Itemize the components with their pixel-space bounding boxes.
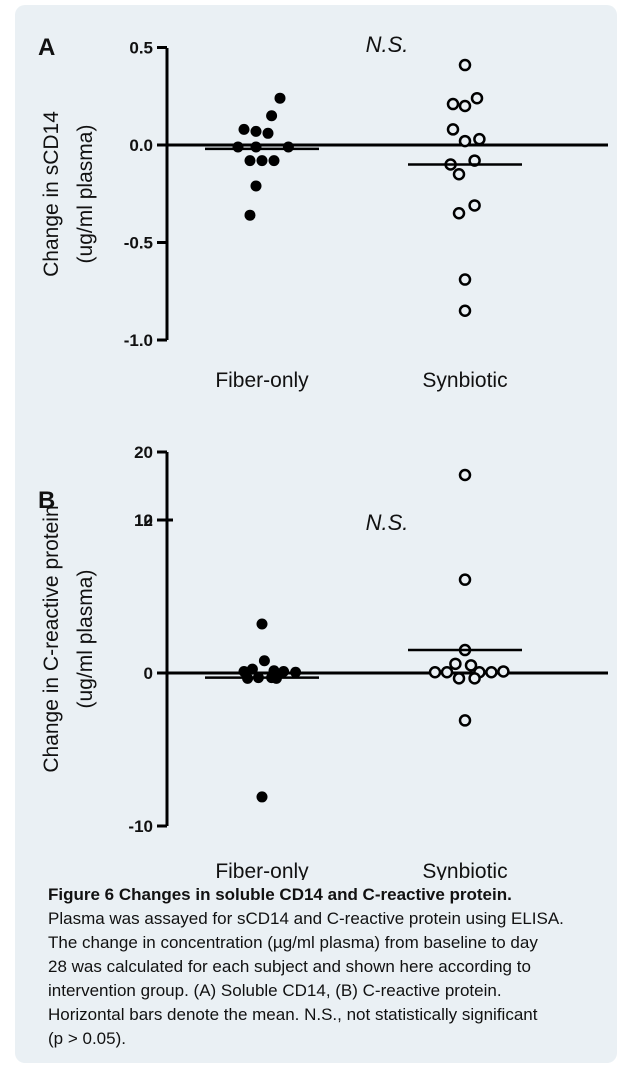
y-axis-label-units: (ug/ml plasma) [74, 570, 97, 709]
y-tick-label: -0.5 [124, 234, 153, 253]
data-point-synbiotic [428, 665, 442, 679]
y-axis-label-units: (ug/ml plasma) [74, 125, 97, 264]
x-category-label: Synbiotic [422, 369, 507, 392]
data-point-fiber-only [232, 141, 244, 153]
x-category-label: Synbiotic [422, 860, 507, 880]
data-point-synbiotic [458, 58, 472, 72]
data-point-synbiotic [458, 468, 472, 482]
panel-a: A N.S. Change in sCD14 (ug/ml plasma) 0.5 0.0… [38, 32, 608, 392]
data-point-synbiotic [497, 665, 510, 678]
data-point-fiber-only [256, 791, 268, 803]
panel-b: B N.S. Change in C-reactive protein (ug/ml … [38, 443, 608, 880]
data-point-fiber-only [246, 663, 258, 675]
figure-charts: A N.S. Change in sCD14 (ug/ml plasma) 0.5 0.0… [38, 32, 608, 880]
data-point-fiber-only [250, 125, 262, 137]
y-tick-label: -10 [128, 817, 153, 836]
data-point-fiber-only [256, 155, 268, 167]
data-point-synbiotic [468, 672, 481, 685]
panel-letter-b: B [38, 487, 55, 514]
significance-annotation: N.S. [366, 510, 409, 535]
x-category-label: Fiber-only [215, 860, 309, 880]
caption-line-5: Horizontal bars denote the mean. N.S., n… [48, 1005, 538, 1024]
caption-line-3: 28 was calculated for each subject and s… [48, 957, 531, 976]
y-axis-label: Change in sCD14 [40, 111, 63, 277]
data-point-synbiotic [458, 573, 472, 586]
data-point-synbiotic [458, 304, 472, 317]
y-axis-label: Change in C-reactive protein [40, 505, 63, 772]
data-point-fiber-only [258, 655, 270, 667]
data-point-fiber-only [256, 618, 268, 630]
data-point-fiber-only [244, 155, 256, 167]
data-point-synbiotic [458, 99, 472, 113]
panel-letter-a: A [38, 34, 55, 61]
figure-caption: Figure 6 Changes in soluble CD14 and C-r… [48, 883, 608, 1051]
data-point-fiber-only [278, 665, 290, 677]
data-point-fiber-only [290, 666, 302, 678]
data-point-fiber-only [274, 92, 286, 104]
data-point-synbiotic [468, 199, 481, 212]
data-point-synbiotic [458, 714, 472, 727]
caption-title: Figure 6 Changes in soluble CD14 and C-r… [48, 885, 512, 904]
data-point-fiber-only [250, 141, 262, 153]
data-point-synbiotic [446, 97, 460, 111]
y-tick-label: -1.0 [124, 331, 153, 350]
y-tick-label: 12 [134, 511, 153, 530]
caption-line-2: The change in concentration (µg/ml plasm… [48, 933, 538, 952]
data-point-fiber-only [250, 180, 262, 192]
significance-annotation: N.S. [366, 32, 409, 57]
data-point-fiber-only [266, 110, 278, 122]
data-point-synbiotic [470, 91, 484, 105]
data-point-synbiotic [458, 134, 472, 148]
data-point-synbiotic [473, 132, 486, 146]
data-point-synbiotic [452, 207, 466, 220]
y-tick-label: 10 [134, 511, 153, 530]
y-tick-label: 0.0 [129, 136, 153, 155]
data-point-synbiotic [446, 123, 460, 136]
data-point-synbiotic [464, 659, 478, 672]
data-point-fiber-only [282, 141, 294, 153]
data-point-fiber-only [262, 127, 274, 139]
data-point-synbiotic [440, 665, 454, 679]
data-point-synbiotic [452, 168, 466, 181]
data-point-synbiotic [458, 273, 472, 286]
data-point-synbiotic [452, 672, 466, 685]
caption-line-1: Plasma was assayed for sCD14 and C-react… [48, 909, 564, 928]
y-tick-label: 0.5 [129, 39, 153, 58]
y-tick-label: 0 [144, 664, 153, 683]
caption-line-6: (p > 0.05). [48, 1029, 126, 1048]
x-category-label: Fiber-only [215, 369, 309, 392]
data-point-fiber-only [244, 209, 256, 221]
data-point-synbiotic [449, 657, 462, 671]
data-point-fiber-only [238, 123, 250, 135]
data-point-fiber-only [268, 155, 280, 167]
y-tick-label: 20 [134, 443, 153, 462]
data-point-synbiotic [485, 665, 498, 679]
figure-frame [15, 5, 617, 1063]
caption-line-4: intervention group. (A) Soluble CD14, (B… [48, 981, 502, 1000]
